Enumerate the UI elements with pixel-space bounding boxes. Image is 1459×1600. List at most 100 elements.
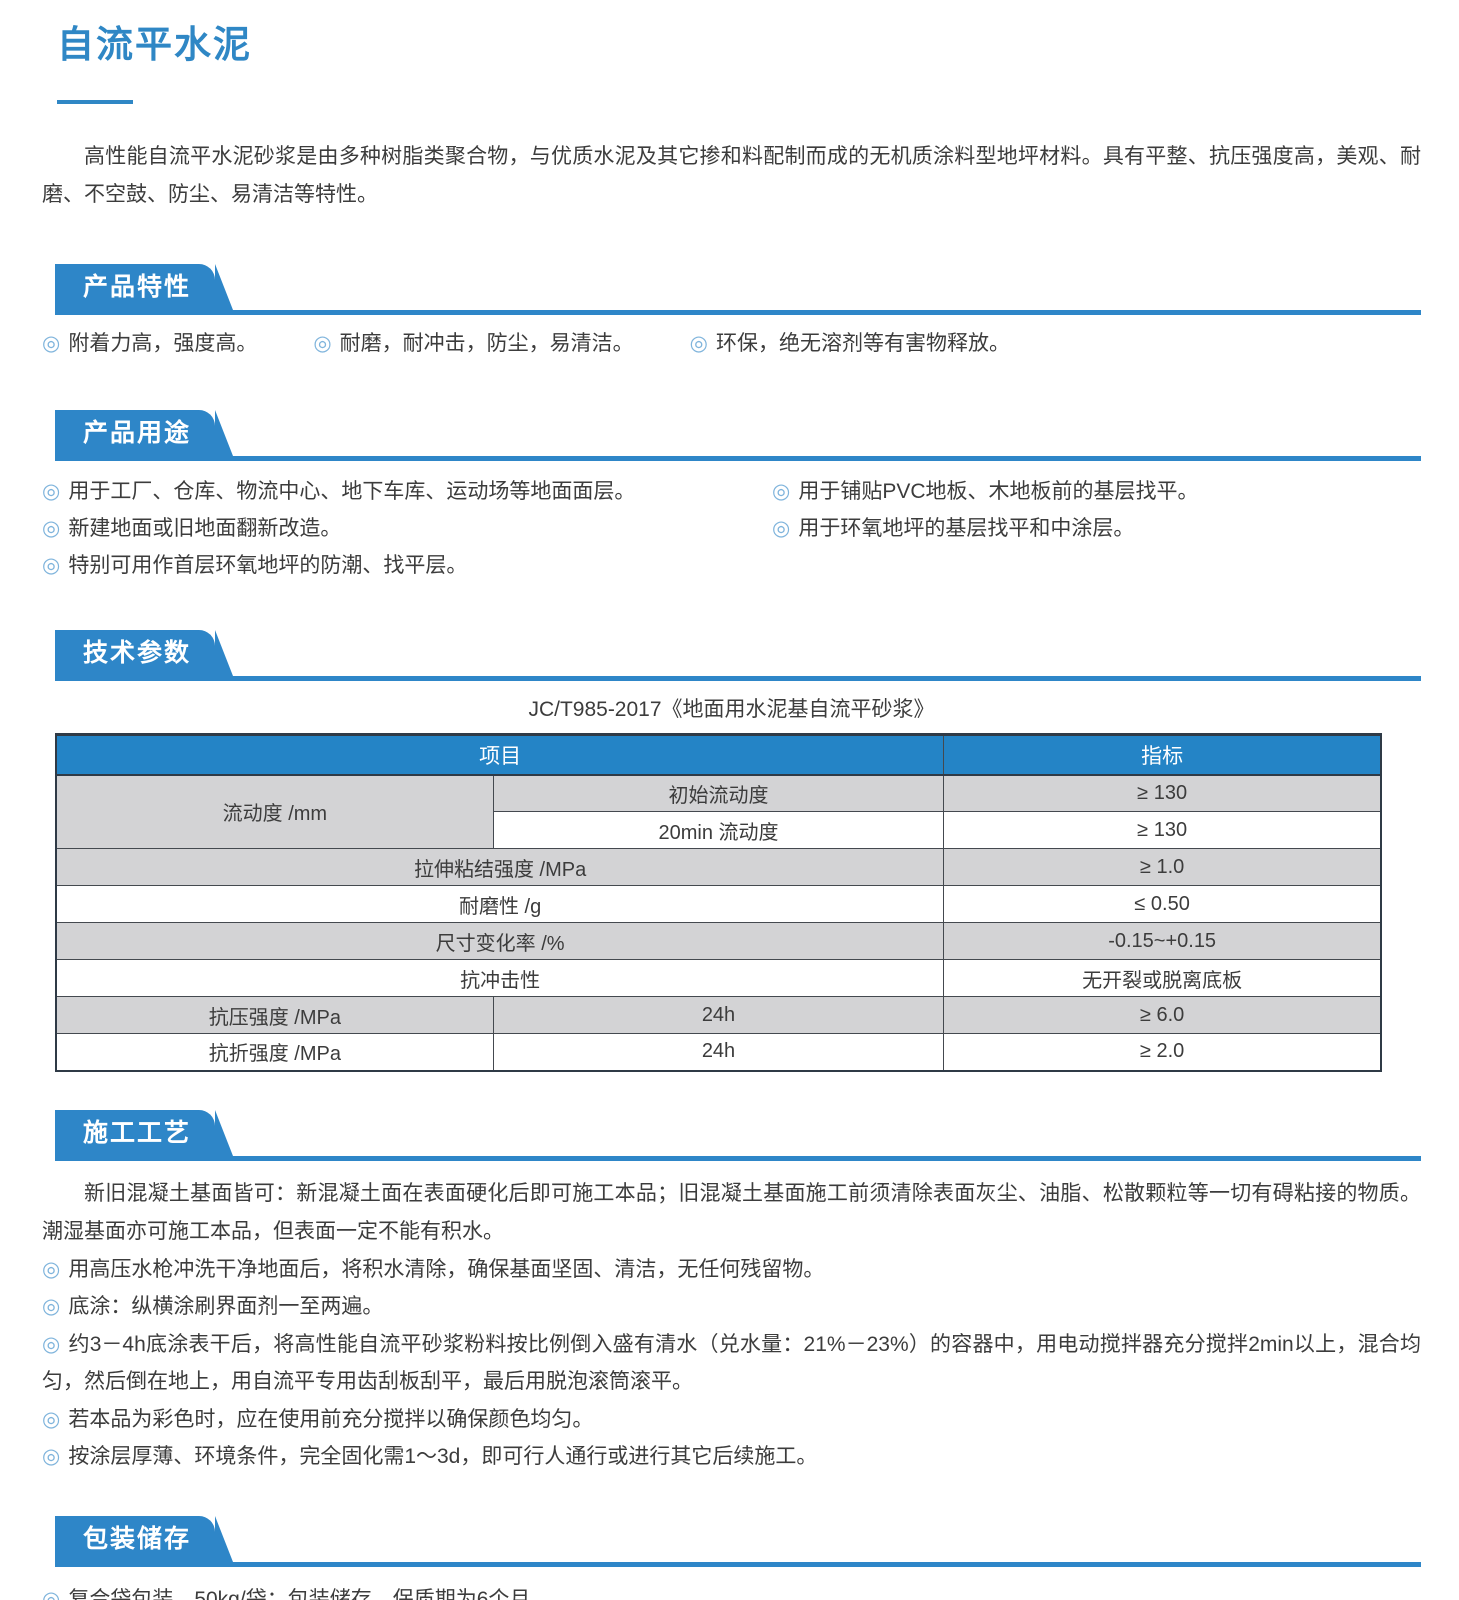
intro-paragraph: 高性能自流平水泥砂浆是由多种树脂类聚合物，与优质水泥及其它掺和料配制而成的无机质…: [42, 145, 1421, 206]
section-tab-label: 包装储存: [83, 1524, 192, 1553]
list-item-text: 约3－4h底涂表干后，将高性能自流平砂浆粉料按比例倒入盛有清水（兑水量：21%－…: [42, 1332, 1421, 1394]
ring-bullet-icon: ◎: [772, 517, 791, 540]
ring-bullet-icon: ◎: [42, 480, 61, 503]
table-cell: 尺寸变化率 /%: [55, 922, 945, 960]
list-item: ◎ 用高压水枪冲洗干净地面后，将积水清除，确保基面坚固、清洁，无任何残留物。: [42, 1251, 1421, 1289]
table-row: 抗冲击性 无开裂或脱离底板: [55, 959, 1382, 997]
ring-bullet-icon: ◎: [689, 332, 708, 355]
list-item: ◎ 新建地面或旧地面翻新改造。: [42, 510, 772, 547]
uses-columns: ◎ 用于工厂、仓库、物流中心、地下车库、运动场等地面面层。 ◎ 新建地面或旧地面翻新改…: [42, 473, 1421, 584]
list-item: ◎ 约3－4h底涂表干后，将高性能自流平砂浆粉料按比例倒入盛有清水（兑水量：21%…: [42, 1326, 1421, 1401]
table-cell: ≥ 130: [943, 811, 1382, 849]
table-cell: -0.15~+0.15: [943, 922, 1382, 960]
list-item-text: 用于铺贴PVC地板、木地板前的基层找平。: [798, 480, 1199, 503]
section-header-process: 施工工艺: [55, 1109, 1421, 1161]
table-cell: 拉伸粘结强度 /MPa: [55, 848, 945, 886]
ring-bullet-icon: ◎: [42, 554, 61, 577]
table-row: 耐磨性 /g ≤ 0.50: [55, 885, 1382, 923]
list-item: ◎ 用于环氧地坪的基层找平和中涂层。: [772, 510, 1421, 547]
list-item-text: 底涂：纵横涂刷界面剂一至两遍。: [68, 1295, 384, 1318]
table-header-row: 项目 指标: [55, 734, 1382, 776]
list-item-text: 用于环氧地坪的基层找平和中涂层。: [798, 517, 1135, 540]
ring-bullet-icon: ◎: [313, 332, 332, 355]
section-header-specs: 技术参数: [55, 630, 1421, 681]
table-cell: ≤ 0.50: [943, 885, 1382, 923]
table-cell: 无开裂或脱离底板: [943, 959, 1382, 997]
table-cell: 初始流动度: [492, 774, 945, 812]
spec-table: 项目 指标 流动度 /mm 初始流动度 ≥ 130 20min 流动度 ≥ 130 拉伸粘结强…: [55, 733, 1382, 1072]
section-tab-uses: 产品用途: [55, 410, 234, 456]
table-cell: 抗压强度 /MPa: [55, 996, 494, 1034]
page-title: 自流平水泥: [57, 24, 252, 65]
list-item-text: 若本品为彩色时，应在使用前充分搅拌以确保颜色均匀。: [68, 1407, 594, 1431]
title-underline: [57, 100, 133, 104]
list-item-text: 环保，绝无溶剂等有害物释放。: [715, 332, 1010, 355]
section-tab-features: 产品特性: [55, 264, 234, 310]
table-row: 尺寸变化率 /% -0.15~+0.15: [55, 922, 1382, 960]
table-row: 抗折强度 /MPa 24h ≥ 2.0: [55, 1033, 1382, 1071]
list-item: ◎ 按涂层厚薄、环境条件，完全固化需1～3d，即可行人通行或进行其它后续施工。: [42, 1438, 1421, 1476]
packaging-list: ◎ 复合袋包装，50kg/袋；包装储存，保质期为6个月。: [42, 1581, 1421, 1600]
list-item-text: 耐磨，耐冲击，防尘，易清洁。: [339, 332, 634, 355]
table-cell: ≥ 2.0: [943, 1033, 1382, 1071]
table-header-item: 项目: [55, 734, 945, 776]
section-tab-label: 技术参数: [83, 639, 192, 667]
section-tab-label: 施工工艺: [83, 1118, 192, 1147]
ring-bullet-icon: ◎: [42, 332, 61, 355]
list-item-text: 特别可用作首层环氧地坪的防潮、找平层。: [68, 554, 468, 577]
table-cell: 24h: [492, 1033, 945, 1071]
list-item-text: 按涂层厚薄、环境条件，完全固化需1～3d，即可行人通行或进行其它后续施工。: [68, 1445, 818, 1468]
ring-bullet-icon: ◎: [42, 1407, 61, 1431]
table-row: 抗压强度 /MPa 24h ≥ 6.0: [55, 996, 1382, 1034]
list-item-text: 新建地面或旧地面翻新改造。: [68, 517, 342, 540]
ring-bullet-icon: ◎: [42, 517, 61, 540]
section-tab-packaging: 包装储存: [55, 1515, 234, 1562]
process-intro-paragraph: 新旧混凝土基面皆可：新混凝土面在表面硬化后即可施工本品；旧混凝土基面施工前须清除…: [42, 1181, 1421, 1243]
table-cell: ≥ 6.0: [943, 996, 1382, 1034]
table-row: 流动度 /mm 初始流动度 ≥ 130: [55, 774, 1382, 849]
section-header-features: 产品特性: [55, 264, 1421, 315]
list-item: ◎ 用于铺贴PVC地板、木地板前的基层找平。: [772, 473, 1421, 510]
features-list: ◎ 附着力高，强度高。 ◎ 耐磨，耐冲击，防尘，易清洁。 ◎ 环保，绝无溶剂等有害物释放。: [42, 325, 1421, 362]
table-cell: 抗折强度 /MPa: [55, 1033, 494, 1071]
table-cell: 耐磨性 /g: [55, 885, 945, 923]
uses-left-column: ◎ 用于工厂、仓库、物流中心、地下车库、运动场等地面面层。 ◎ 新建地面或旧地面翻新改…: [42, 473, 772, 584]
ring-bullet-icon: ◎: [42, 1445, 61, 1468]
list-item-text: 用高压水枪冲洗干净地面后，将积水清除，确保基面坚固、清洁，无任何残留物。: [68, 1257, 825, 1281]
section-tab-label: 产品用途: [83, 419, 192, 447]
table-cell: 20min 流动度: [492, 811, 945, 849]
list-item-text: 用于工厂、仓库、物流中心、地下车库、运动场等地面面层。: [68, 480, 636, 503]
ring-bullet-icon: ◎: [772, 480, 791, 503]
section-tab-specs: 技术参数: [55, 630, 234, 676]
list-item: ◎ 用于工厂、仓库、物流中心、地下车库、运动场等地面面层。: [42, 473, 772, 510]
section-tab-label: 产品特性: [83, 273, 192, 301]
list-item: ◎ 若本品为彩色时，应在使用前充分搅拌以确保颜色均匀。: [42, 1401, 1421, 1439]
table-cell: ≥ 1.0: [943, 848, 1382, 886]
table-cell: 24h: [492, 996, 945, 1034]
list-item: ◎ 附着力高，强度高。: [42, 325, 257, 362]
ring-bullet-icon: ◎: [42, 1332, 61, 1356]
list-item: ◎ 复合袋包装，50kg/袋；包装储存，保质期为6个月。: [42, 1581, 1421, 1600]
table-cell: ≥ 130: [943, 774, 1382, 812]
list-item: ◎ 底涂：纵横涂刷界面剂一至两遍。: [42, 1288, 1421, 1326]
ring-bullet-icon: ◎: [42, 1257, 61, 1281]
section-tab-process: 施工工艺: [55, 1109, 234, 1156]
list-item: ◎ 耐磨，耐冲击，防尘，易清洁。: [313, 325, 633, 362]
list-item: ◎ 环保，绝无溶剂等有害物释放。: [690, 325, 1010, 362]
table-header-index: 指标: [943, 734, 1382, 776]
standard-reference: JC/T985-2017《地面用水泥基自流平砂浆》: [528, 698, 935, 721]
section-header-packaging: 包装储存: [55, 1515, 1421, 1567]
list-item-text: 附着力高，强度高。: [68, 332, 258, 355]
ring-bullet-icon: ◎: [42, 1295, 61, 1318]
uses-right-column: ◎ 用于铺贴PVC地板、木地板前的基层找平。 ◎ 用于环氧地坪的基层找平和中涂层。: [772, 473, 1421, 584]
table-cell: 流动度 /mm: [55, 774, 494, 849]
list-item-text: 复合袋包装，50kg/袋；包装储存，保质期为6个月。: [68, 1587, 552, 1600]
section-header-uses: 产品用途: [55, 410, 1421, 461]
table-row: 拉伸粘结强度 /MPa ≥ 1.0: [55, 848, 1382, 886]
list-item: ◎ 特别可用作首层环氧地坪的防潮、找平层。: [42, 547, 772, 584]
process-steps-list: ◎ 用高压水枪冲洗干净地面后，将积水清除，确保基面坚固、清洁，无任何残留物。 ◎ 底涂…: [42, 1251, 1421, 1476]
ring-bullet-icon: ◎: [42, 1587, 61, 1600]
table-cell: 抗冲击性: [55, 959, 945, 997]
table-row: 20min 流动度 ≥ 130: [56, 811, 1382, 849]
